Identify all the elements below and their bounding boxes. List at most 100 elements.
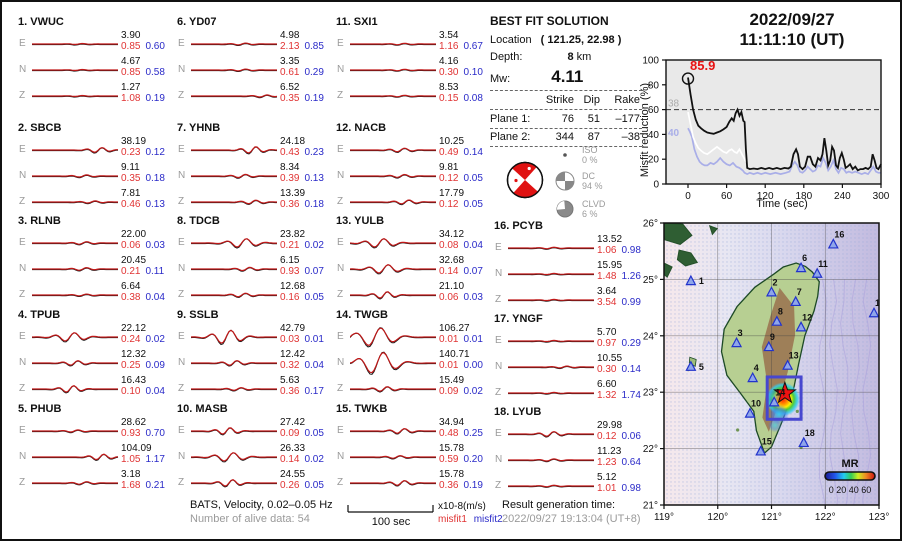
- misfit-values: 0.21 0.02: [280, 240, 324, 251]
- svg-text:0 20 40 60: 0 20 40 60: [829, 485, 872, 495]
- amplitude-value: 15.78: [439, 469, 465, 480]
- misfit2-value: 0.04: [145, 292, 165, 303]
- svg-text:120°: 120°: [707, 512, 728, 523]
- component-label: N: [178, 170, 186, 181]
- misfit2-value: 0.05: [304, 292, 324, 303]
- colorbar-title: MR: [841, 458, 858, 470]
- station-triangle: [685, 360, 697, 371]
- waveform-trace: [191, 386, 277, 392]
- component-row: Z 13.39 0.36 0.18: [177, 188, 333, 214]
- misfit-values: 1.16 0.67: [439, 41, 483, 52]
- misfit-values: 0.21 0.11: [121, 266, 164, 277]
- component-label: E: [495, 335, 502, 346]
- station-header: 3. RLNB: [18, 215, 61, 227]
- component-row: Z 15.78 0.36 0.19: [336, 469, 492, 495]
- component-row: N 104.09 1.05 1.17: [18, 443, 174, 469]
- decomposition-label: ISO 0 %: [582, 145, 598, 165]
- waveform-trace: [350, 351, 436, 375]
- misfit-values: 0.06 0.03: [121, 240, 165, 251]
- misfit2-value: 0.18: [304, 199, 324, 210]
- misfit2-value: 0.14: [463, 147, 483, 158]
- station-number: 7: [797, 287, 802, 297]
- decomposition-row: DC 94 %: [554, 170, 603, 192]
- amplitude-value: 3.54: [439, 30, 459, 41]
- separator: [490, 109, 642, 110]
- misfit-values: 0.06 0.03: [439, 292, 483, 303]
- misfit2-value: 1.26: [621, 271, 641, 282]
- plane-value: 76: [561, 113, 574, 125]
- station-header: 18. LYUB: [494, 406, 542, 418]
- decomposition-row: ISO 0 %: [554, 144, 598, 166]
- misfit-values: 0.48 0.25: [439, 428, 483, 439]
- misfit2-value: 0.06: [621, 431, 641, 442]
- waveform-trace: [508, 272, 594, 276]
- station-triangle: [763, 340, 775, 352]
- component-row: Z 17.79 0.12 0.05: [336, 188, 492, 214]
- amplitude-value: 6.52: [280, 82, 300, 93]
- amplitude-value: 5.70: [597, 327, 617, 338]
- component-label: N: [19, 64, 27, 75]
- misfit-xlabel: Time (sec): [756, 198, 808, 210]
- amplitude-value: 34.94: [439, 417, 465, 428]
- station-block: 5. PHUB E 28.62 0.93 0.70 N 104.09 1.05 1.17 Z 3.1…: [18, 403, 174, 495]
- component-label: Z: [337, 383, 344, 394]
- component-row: Z 6.60 1.32 1.74: [494, 379, 650, 405]
- misfit1-legend: misfit1: [438, 514, 467, 525]
- misfit2-value: 0.04: [304, 360, 324, 371]
- component-label: Z: [178, 383, 185, 394]
- svg-text:100: 100: [642, 56, 659, 67]
- sdr-header: Strike Dip Rake: [490, 94, 640, 106]
- misfit1-value: 0.85: [121, 41, 141, 52]
- epicenter-star: [773, 380, 797, 404]
- component-row: N 32.68 0.14 0.07: [336, 255, 492, 281]
- misfit1-value: 0.14: [439, 266, 459, 277]
- svg-text:240: 240: [834, 191, 851, 202]
- misfit-values: 0.93 0.70: [121, 428, 165, 439]
- waveform-trace: [32, 293, 118, 297]
- misfit1-value: 0.93: [280, 266, 300, 277]
- svg-text:23°: 23°: [643, 388, 658, 399]
- component-row: E 22.12 0.24 0.02: [18, 323, 174, 349]
- station-block: 2. SBCB E 38.19 0.23 0.12 N 9.11 0.35 0.18 Z 7.81 0…: [18, 122, 174, 214]
- amplitude-value: 104.09: [121, 443, 152, 454]
- component-label: N: [178, 64, 186, 75]
- misfit1-value: 3.54: [597, 297, 617, 308]
- misfit2-value: 0.85: [304, 41, 324, 52]
- misfit-values: 0.97 0.29: [597, 338, 641, 349]
- amplitude-value: 12.42: [280, 349, 306, 360]
- component-row: N 9.11 0.35 0.18: [18, 162, 174, 188]
- component-row: Z 7.81 0.46 0.13: [18, 188, 174, 214]
- misfit1-value: 0.09: [439, 386, 459, 397]
- plane-value: 51: [587, 113, 600, 125]
- misfit-reduction-plot: 0 20 40 60 80 100 0 60 120 180 240 300 85.9 38 40: [642, 56, 889, 203]
- station-number: 9: [770, 332, 775, 342]
- station-triangle: [747, 371, 759, 383]
- waveform-trace: [191, 479, 277, 488]
- component-row: E 29.98 0.12 0.06: [494, 420, 650, 446]
- misfit-values: 0.93 0.07: [280, 266, 324, 277]
- misfit2-value: 0.05: [304, 480, 324, 491]
- misfit2-value: 0.58: [145, 67, 165, 78]
- component-row: Z 21.10 0.06 0.03: [336, 281, 492, 307]
- alive-data-count: Number of alive data: 54: [190, 513, 310, 525]
- misfit2-value: 0.07: [304, 266, 324, 277]
- station-header: 6. YD07: [177, 16, 217, 28]
- station-number: 18: [805, 428, 815, 438]
- amplitude-value: 6.60: [597, 379, 617, 390]
- decomposition-row: CLVD 6 %: [554, 198, 605, 220]
- station-triangle: [771, 315, 783, 326]
- component-label: Z: [19, 289, 26, 300]
- misfit-values: 0.25 0.09: [121, 360, 165, 371]
- station-header: 15. TWKB: [336, 403, 388, 415]
- waveform-trace: [350, 327, 436, 348]
- waveform-trace: [191, 94, 278, 99]
- misfit2-value: 0.25: [463, 428, 483, 439]
- component-label: N: [19, 263, 27, 274]
- misfit2-value: 0.01: [304, 334, 324, 345]
- station-block: 6. YD07 E 4.98 2.13 0.85 N 3.35 0.61 0.29 Z 6.52 0.…: [177, 16, 333, 108]
- misfit-values: 0.36 0.19: [439, 480, 483, 491]
- station-header: 11. SXI1: [336, 16, 378, 28]
- misfit2-value: 0.99: [621, 297, 641, 308]
- component-label: Z: [178, 477, 185, 488]
- misfit1-value: 0.25: [121, 360, 141, 371]
